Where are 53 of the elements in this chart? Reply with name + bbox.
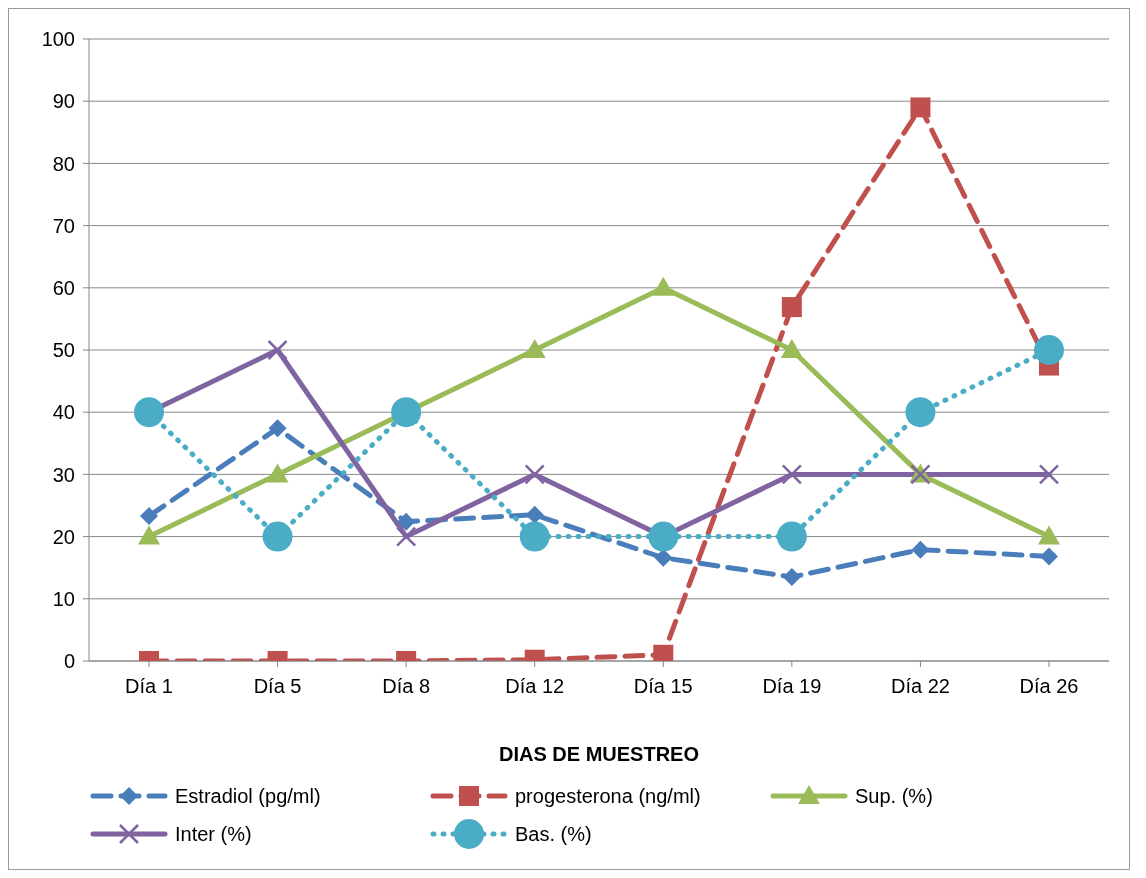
- legend-label: Bas. (%): [515, 822, 592, 846]
- point: [781, 464, 803, 485]
- point: [267, 339, 288, 361]
- x-tick-label: Día 8: [382, 675, 431, 698]
- point: [910, 97, 931, 118]
- point: [780, 339, 803, 358]
- point: [782, 568, 801, 587]
- point: [519, 521, 550, 552]
- y-tick-label: 10: [52, 587, 75, 610]
- point: [1038, 464, 1060, 485]
- point: [397, 512, 416, 531]
- y-tick-label: 60: [52, 276, 75, 299]
- y-tick-label: 80: [52, 152, 75, 175]
- x-tick-label: Día 15: [633, 675, 693, 698]
- point: [262, 521, 293, 552]
- point: [905, 397, 936, 428]
- point: [781, 297, 802, 318]
- point: [776, 521, 807, 552]
- point: [395, 526, 417, 547]
- point: [524, 464, 545, 485]
- x-tick-label: Día 5: [253, 675, 302, 698]
- point: [1034, 335, 1064, 365]
- x-tick-label: Día 26: [1019, 675, 1079, 698]
- point: [1038, 525, 1060, 545]
- x-tick-label: Día 1: [125, 675, 173, 698]
- point: [523, 339, 546, 358]
- y-tick-label: 70: [52, 214, 75, 237]
- x-axis-title: DIAS DE MUESTREO: [498, 743, 700, 765]
- y-tick-label: 30: [52, 463, 75, 486]
- legend-label: Estradiol (pg/ml): [175, 784, 321, 808]
- legend-label: Sup. (%): [855, 784, 933, 808]
- point: [391, 397, 422, 428]
- point: [1040, 547, 1058, 566]
- y-tick-label: 40: [52, 401, 75, 424]
- point: [134, 397, 164, 428]
- y-tick-label: 50: [52, 339, 75, 362]
- y-tick-label: 0: [63, 650, 75, 673]
- point: [525, 505, 544, 524]
- point: [138, 525, 160, 545]
- x-tick-label: Día 19: [762, 675, 822, 698]
- x-tick-label: Día 22: [890, 675, 950, 698]
- legend-label: progesterona (ng/ml): [515, 784, 701, 808]
- point: [140, 507, 158, 526]
- point: [648, 521, 679, 552]
- y-tick-label: 100: [41, 28, 75, 51]
- point: [652, 276, 675, 296]
- y-tick-label: 20: [52, 525, 75, 548]
- point: [268, 419, 287, 438]
- point: [911, 540, 930, 559]
- x-tick-label: Día 12: [505, 675, 565, 698]
- legend-label: Inter (%): [175, 822, 252, 846]
- point: [266, 463, 289, 483]
- y-tick-label: 90: [52, 90, 75, 113]
